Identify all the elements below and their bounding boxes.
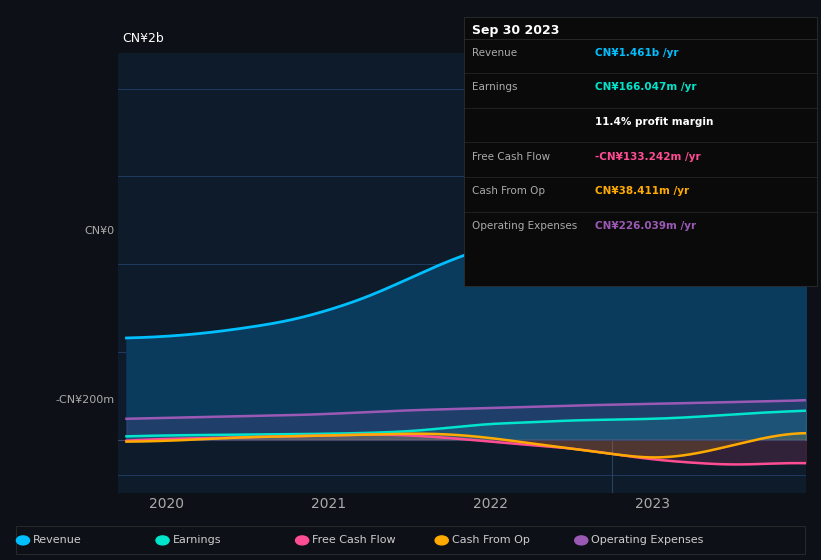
- Text: -CN¥200m: -CN¥200m: [56, 395, 115, 405]
- Circle shape: [296, 536, 309, 545]
- Circle shape: [575, 536, 588, 545]
- Circle shape: [435, 536, 448, 545]
- Text: Cash From Op: Cash From Op: [472, 186, 545, 197]
- Text: 11.4% profit margin: 11.4% profit margin: [595, 117, 713, 127]
- Circle shape: [156, 536, 169, 545]
- Text: Revenue: Revenue: [33, 535, 81, 545]
- Text: Cash From Op: Cash From Op: [452, 535, 530, 545]
- Text: CN¥166.047m /yr: CN¥166.047m /yr: [595, 82, 697, 92]
- Text: -CN¥133.242m /yr: -CN¥133.242m /yr: [595, 152, 701, 162]
- Text: CN¥226.039m /yr: CN¥226.039m /yr: [595, 221, 696, 231]
- Text: Revenue: Revenue: [472, 48, 517, 58]
- Text: Sep 30 2023: Sep 30 2023: [472, 24, 559, 36]
- Text: Earnings: Earnings: [472, 82, 517, 92]
- Text: CN¥2b: CN¥2b: [122, 32, 163, 45]
- Text: CN¥38.411m /yr: CN¥38.411m /yr: [595, 186, 690, 197]
- Circle shape: [16, 536, 30, 545]
- Text: CN¥1.461b /yr: CN¥1.461b /yr: [595, 48, 679, 58]
- Text: Operating Expenses: Operating Expenses: [591, 535, 704, 545]
- Text: Free Cash Flow: Free Cash Flow: [312, 535, 396, 545]
- Text: Earnings: Earnings: [172, 535, 221, 545]
- Text: CN¥0: CN¥0: [85, 226, 115, 236]
- Text: Free Cash Flow: Free Cash Flow: [472, 152, 550, 162]
- Text: Operating Expenses: Operating Expenses: [472, 221, 577, 231]
